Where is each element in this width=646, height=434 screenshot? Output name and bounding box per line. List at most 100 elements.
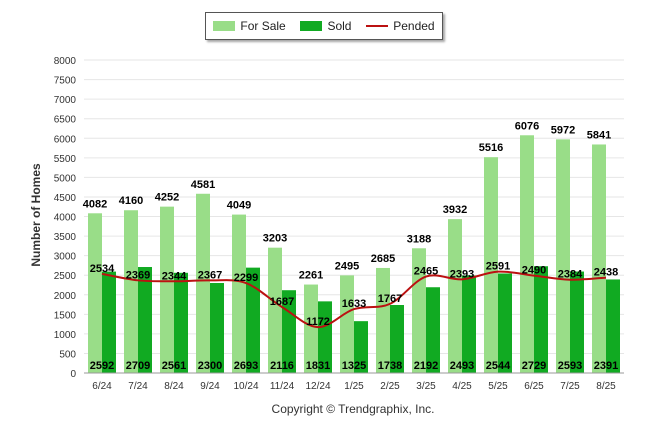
label-pended: 1633 <box>342 298 366 310</box>
y-tick-label: 3500 <box>54 232 77 243</box>
bar-for-sale <box>160 206 174 373</box>
label-sold: 1738 <box>378 360 402 372</box>
legend-label-pended: Pended <box>393 19 435 33</box>
x-tick-label: 8/25 <box>596 381 616 392</box>
label-for-sale: 3203 <box>263 233 287 245</box>
bar-sold <box>210 283 224 373</box>
label-pended: 1687 <box>270 296 294 308</box>
data-labels: 4082 2592 2534 4160 2709 2369 4252 2561 2344 4581… <box>83 120 618 372</box>
label-for-sale: 6076 <box>515 120 539 132</box>
bars <box>88 135 620 373</box>
label-for-sale: 4049 <box>227 200 251 212</box>
label-pended: 2299 <box>234 272 258 284</box>
label-for-sale: 2685 <box>371 253 395 265</box>
x-tick-label: 11/24 <box>270 381 295 392</box>
label-for-sale: 5841 <box>587 129 611 141</box>
x-tick-label: 5/25 <box>488 381 508 392</box>
x-tick-label: 7/24 <box>128 381 148 392</box>
label-for-sale: 3932 <box>443 204 467 216</box>
x-tick-label: 2/25 <box>380 381 400 392</box>
x-tick-label: 1/25 <box>344 381 364 392</box>
label-pended: 1172 <box>306 316 330 328</box>
y-tick-label: 7000 <box>54 95 77 106</box>
y-tick-label: 4000 <box>54 213 77 224</box>
bar-for-sale <box>268 247 282 373</box>
copyright-text: Copyright © Trendgraphix, Inc. <box>271 402 435 416</box>
legend-item-sold[interactable]: Sold <box>300 19 351 33</box>
bar-sold <box>570 271 584 373</box>
for-sale-swatch <box>213 21 236 31</box>
label-sold: 1325 <box>342 360 366 372</box>
label-pended: 2344 <box>162 270 187 282</box>
bar-sold <box>354 321 368 373</box>
label-for-sale: 2495 <box>335 260 359 272</box>
label-sold: 2693 <box>234 360 258 372</box>
y-tick-label: 6000 <box>54 134 77 145</box>
bar-for-sale <box>448 219 462 373</box>
y-tick-label: 4500 <box>54 193 77 204</box>
y-axis-label: Number of Homes <box>29 163 43 267</box>
y-tick-label: 8000 <box>54 56 77 67</box>
legend-label-sold: Sold <box>327 19 352 33</box>
bar-sold <box>102 271 116 373</box>
label-sold: 2592 <box>90 360 114 372</box>
y-tick-label: 6500 <box>54 115 77 126</box>
label-pended: 2367 <box>198 269 222 281</box>
y-tick-label: 500 <box>59 349 76 360</box>
bar-for-sale <box>376 267 390 373</box>
label-sold: 2300 <box>198 360 222 372</box>
label-pended: 2384 <box>558 269 583 281</box>
label-for-sale: 3188 <box>407 233 431 245</box>
x-tick-label: 8/24 <box>164 381 184 392</box>
label-sold: 2192 <box>414 360 438 372</box>
label-sold: 2493 <box>450 360 474 372</box>
x-tick-label: 6/24 <box>92 381 112 392</box>
bar-for-sale <box>196 193 210 373</box>
y-tick-label: 0 <box>70 369 76 380</box>
x-tick-label: 12/24 <box>305 381 330 392</box>
label-for-sale: 4581 <box>191 179 215 191</box>
pended-series-line <box>101 270 607 329</box>
label-for-sale: 4082 <box>83 198 107 210</box>
legend: For Sale Sold Pended <box>205 12 443 40</box>
pended-swatch <box>366 25 389 27</box>
legend-item-for-sale[interactable]: For Sale <box>213 19 286 33</box>
label-sold: 2561 <box>162 360 186 372</box>
y-axis-ticks: 0 500 1000 1500 2000 2500 3000 3500 4000 4500 5000… <box>54 56 77 380</box>
label-sold: 1831 <box>306 360 330 372</box>
bar-for-sale <box>88 213 102 373</box>
bar-for-sale <box>412 248 426 373</box>
bar-sold <box>246 267 260 373</box>
y-tick-label: 7500 <box>54 76 77 87</box>
y-tick-label: 5500 <box>54 154 77 165</box>
x-tick-label: 6/25 <box>524 381 544 392</box>
label-pended: 2490 <box>522 265 546 277</box>
bar-for-sale <box>520 135 534 373</box>
label-pended: 2393 <box>450 268 474 280</box>
bar-sold <box>498 273 512 373</box>
bar-for-sale <box>484 157 498 373</box>
label-for-sale: 4252 <box>155 192 179 204</box>
label-for-sale: 4160 <box>119 195 143 207</box>
label-sold: 2116 <box>270 360 294 372</box>
label-for-sale: 5516 <box>479 142 503 154</box>
label-pended: 1767 <box>378 293 402 305</box>
y-tick-label: 1000 <box>54 330 77 341</box>
bar-for-sale <box>232 214 246 373</box>
label-pended: 2369 <box>126 269 150 281</box>
x-tick-label: 3/25 <box>416 381 436 392</box>
label-pended: 2591 <box>486 261 510 273</box>
bar-sold <box>606 279 620 373</box>
y-tick-label: 1500 <box>54 310 77 321</box>
legend-item-pended[interactable]: Pended <box>366 19 435 33</box>
x-tick-label: 7/25 <box>560 381 580 392</box>
x-axis-ticks: 6/24 7/24 8/24 9/24 10/24 11/24 12/24 1/25 2/25 3… <box>92 381 616 392</box>
bar-for-sale <box>124 210 138 373</box>
bar-for-sale <box>304 284 318 373</box>
label-pended: 2534 <box>90 263 115 275</box>
y-tick-label: 2500 <box>54 271 77 282</box>
y-tick-label: 5000 <box>54 173 77 184</box>
bar-sold <box>282 290 296 373</box>
x-tick-label: 9/24 <box>200 381 220 392</box>
